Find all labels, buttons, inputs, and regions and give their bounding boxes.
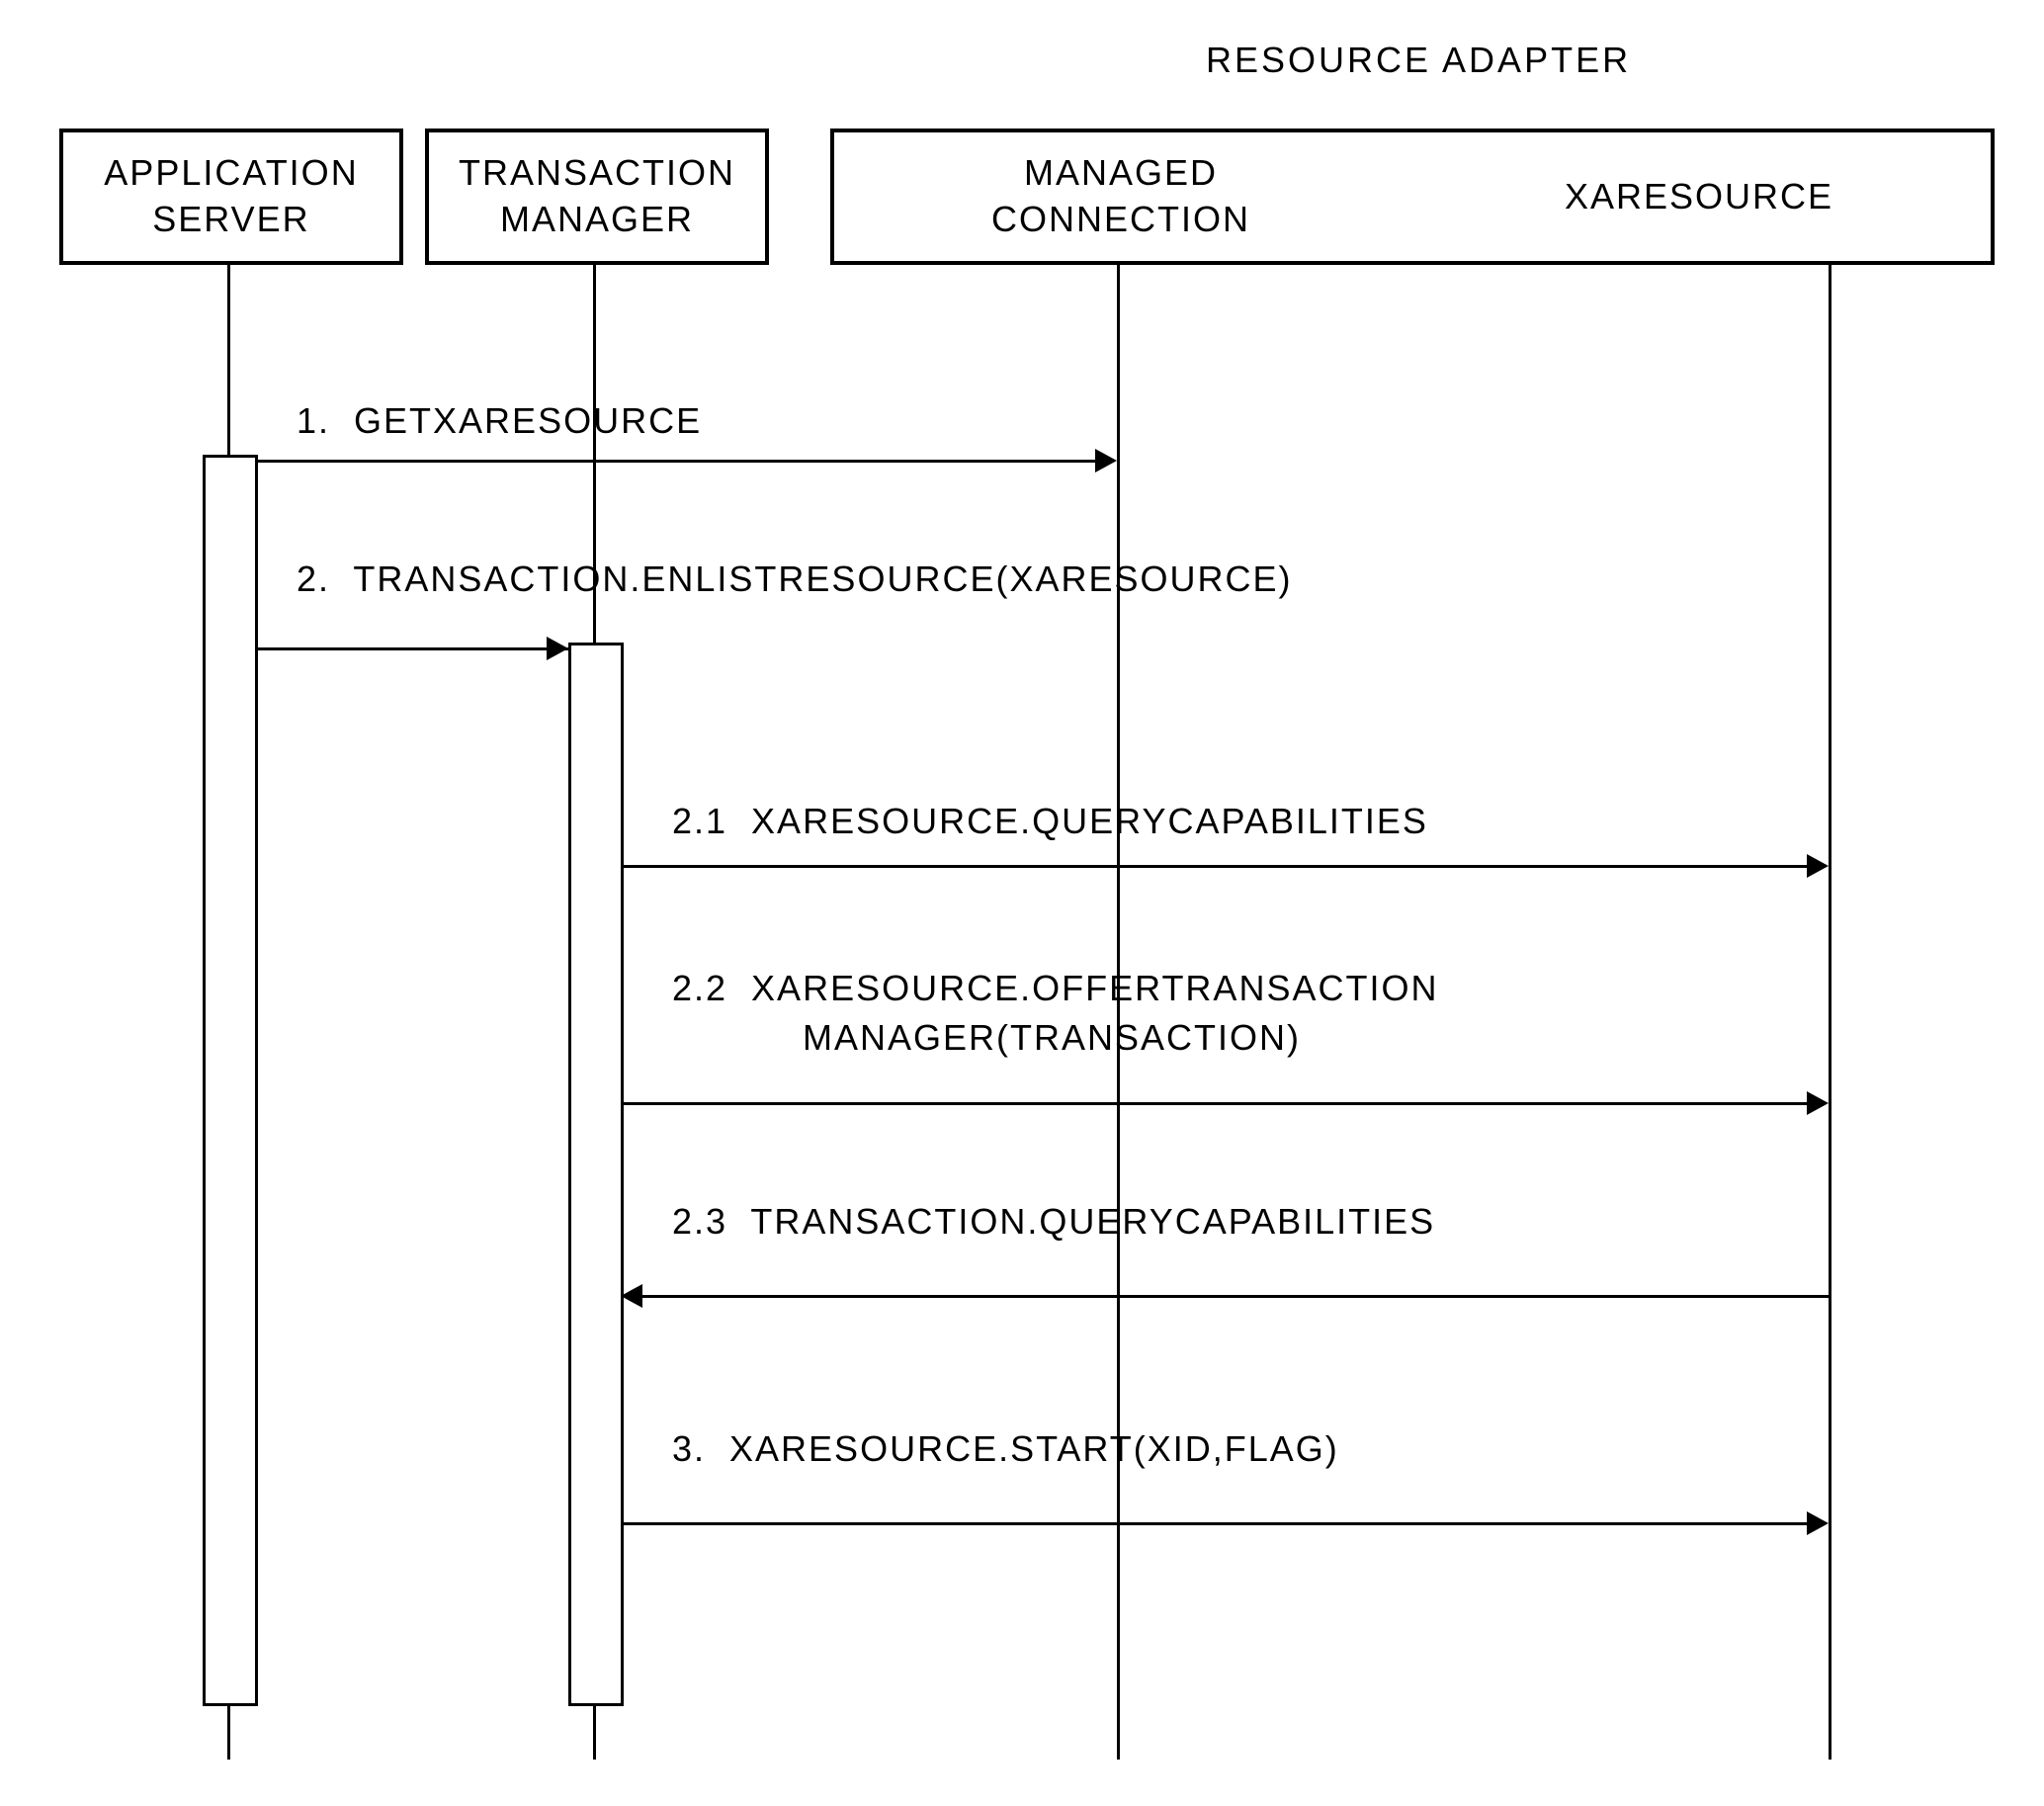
participant-label-managed-connection: MANAGED CONNECTION	[991, 150, 1250, 243]
message-label-1: 1. GETXARESOURCE	[297, 400, 702, 442]
participant-application-server: APPLICATION SERVER	[59, 129, 403, 265]
message-arrow-2-3	[642, 1295, 1829, 1298]
activation-transaction-manager	[568, 643, 624, 1706]
arrow-head-icon	[1807, 1511, 1829, 1535]
message-label-2-1: 2.1 XARESOURCE.QUERYCAPABILITIES	[672, 801, 1428, 842]
message-arrow-3	[621, 1522, 1807, 1525]
participant-label: TRANSACTION MANAGER	[459, 150, 735, 243]
arrow-head-icon	[1807, 854, 1829, 878]
message-label-3: 3. XARESOURCE.START(XID,FLAG)	[672, 1428, 1339, 1470]
participant-label-xaresource: XARESOURCE	[1565, 174, 1833, 220]
participant-transaction-manager: TRANSACTION MANAGER	[425, 129, 769, 265]
message-arrow-2	[255, 647, 568, 650]
message-arrow-2-1	[621, 865, 1807, 868]
lifeline-xaresource	[1829, 261, 1831, 1760]
arrow-head-icon	[547, 637, 568, 660]
participant-label: APPLICATION SERVER	[104, 150, 358, 243]
arrow-head-icon	[1807, 1091, 1829, 1115]
participant-resource-adapter: MANAGED CONNECTION XARESOURCE	[830, 129, 1995, 265]
message-arrow-1	[255, 460, 1097, 463]
message-label-2-3: 2.3 TRANSACTION.QUERYCAPABILITIES	[672, 1201, 1435, 1243]
message-label-2: 2. TRANSACTION.ENLISTRESOURCE(XARESOURCE…	[297, 559, 1292, 600]
message-label-2-2: 2.2 XARESOURCE.OFFERTRANSACTION MANAGER(…	[672, 964, 1438, 1064]
arrow-head-icon	[1095, 449, 1117, 473]
activation-application-server	[203, 455, 258, 1706]
sequence-diagram: RESOURCE ADAPTER APPLICATION SERVER TRAN…	[40, 40, 2004, 1766]
message-arrow-2-2	[621, 1102, 1807, 1105]
group-label-resource-adapter: RESOURCE ADAPTER	[1206, 40, 1631, 81]
arrow-head-icon	[621, 1284, 642, 1308]
